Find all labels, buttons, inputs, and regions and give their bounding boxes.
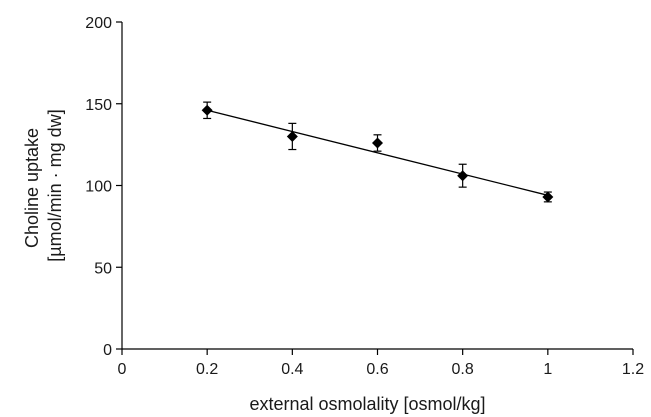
data-points [201,101,554,203]
y-tick-label: 0 [103,342,112,359]
diamond-marker [286,130,298,142]
x-tick-label: 0 [118,361,127,378]
diamond-marker [542,191,554,203]
y-axis-title-line-2: [µmol/min · mg dw] [45,109,65,261]
x-tick-label: 0.6 [366,361,388,378]
axes [121,22,633,350]
trendline [207,109,548,196]
diamond-marker [457,170,469,182]
y-ticks: 0 50 100 150 200 [85,15,122,359]
data-point [542,191,554,203]
y-tick-label: 50 [94,260,112,277]
y-tick-label: 200 [85,15,112,32]
data-point [457,163,469,188]
y-axis-title: Choline uptake [µmol/min · mg dw] [22,109,65,261]
x-tick-label: 1.2 [622,361,644,378]
diamond-marker [201,104,213,116]
trendline-layer [207,109,548,196]
x-ticks: 0 0.2 0.4 0.6 0.8 1 1.2 [118,349,644,378]
diamond-marker [372,137,383,149]
x-tick-label: 0.2 [196,361,218,378]
y-tick-label: 100 [85,179,112,196]
x-tick-label: 1 [543,361,552,378]
x-axis-title: external osmolality [osmol/kg] [249,394,485,414]
data-point [286,122,298,151]
y-axis-title-line-1: Choline uptake [22,128,42,248]
x-tick-label: 0.8 [452,361,474,378]
x-tick-label: 0.4 [281,361,303,378]
y-tick-label: 150 [85,97,112,114]
data-point [201,101,213,120]
data-point [372,134,383,152]
